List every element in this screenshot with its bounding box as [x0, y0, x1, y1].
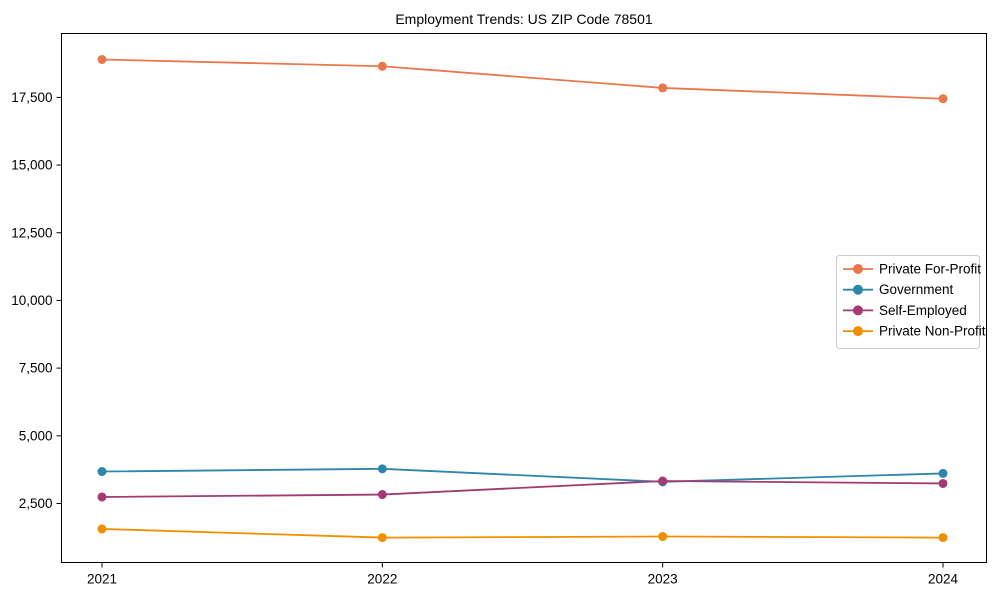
- legend-marker-self-employed: [853, 305, 863, 316]
- data-point-government: [377, 464, 387, 474]
- y-tick-label: 15,000: [11, 158, 52, 173]
- data-point-self-employed: [97, 492, 107, 502]
- legend-label-private-for-profit: Private For-Profit: [879, 262, 981, 277]
- data-point-private-non-profit: [97, 524, 107, 534]
- y-tick-label: 10,000: [11, 293, 52, 308]
- y-axis: 2,500 5,000 7,500 10,000 12,500 15,000 17,500: [11, 90, 62, 511]
- chart-title: Employment Trends: US ZIP Code 78501: [395, 11, 653, 27]
- data-point-private-non-profit: [377, 533, 387, 543]
- x-tick-label: 2023: [648, 572, 678, 587]
- legend-label-self-employed: Self-Employed: [879, 303, 967, 318]
- x-axis: 2021 2022 2023 2024: [87, 562, 959, 587]
- data-point-government: [97, 467, 107, 477]
- series-private-non-profit: [97, 524, 948, 543]
- legend-label-government: Government: [879, 282, 954, 297]
- x-tick-label: 2022: [367, 572, 397, 587]
- series-government: [97, 464, 948, 487]
- series-line-self-employed: [101, 480, 944, 498]
- legend-label-private-non-profit: Private Non-Profit: [879, 324, 986, 339]
- legend-marker-private-non-profit: [853, 326, 863, 337]
- y-tick-label: 2,500: [19, 496, 53, 511]
- legend: Private For-Profit Government Self-Employe…: [836, 255, 986, 349]
- series-line-government: [101, 467, 944, 483]
- legend-marker-government: [853, 284, 863, 295]
- data-point-self-employed: [938, 478, 948, 488]
- y-tick-label: 12,500: [11, 225, 52, 240]
- data-point-private-for-profit: [658, 83, 668, 93]
- y-tick-label: 5,000: [19, 428, 53, 443]
- data-point-private-for-profit: [938, 94, 948, 104]
- data-point-government: [938, 468, 948, 478]
- x-tick-label: 2021: [87, 572, 117, 587]
- y-tick-label: 17,500: [11, 90, 52, 105]
- legend-box: [836, 255, 980, 349]
- data-point-private-for-profit: [377, 61, 387, 71]
- legend-marker-private-for-profit: [853, 264, 863, 274]
- series-line-private-non-profit: [101, 528, 944, 539]
- y-tick-label: 7,500: [19, 361, 53, 376]
- data-point-private-for-profit: [97, 54, 107, 64]
- series-line-private-for-profit: [101, 58, 944, 100]
- x-tick-label: 2024: [928, 572, 959, 587]
- data-point-self-employed: [377, 490, 387, 500]
- series-private-for-profit: [97, 54, 948, 104]
- data-point-private-non-profit: [938, 533, 948, 543]
- series-self-employed: [97, 476, 948, 502]
- data-point-self-employed: [658, 476, 668, 486]
- data-point-private-non-profit: [658, 532, 668, 542]
- plot-border: [61, 33, 987, 563]
